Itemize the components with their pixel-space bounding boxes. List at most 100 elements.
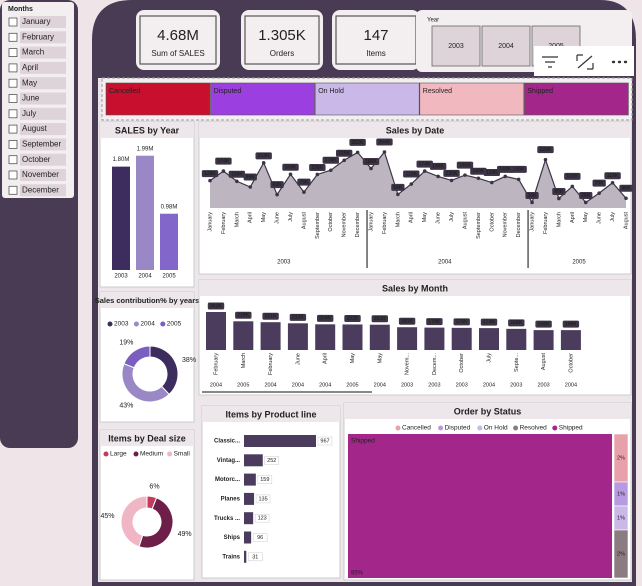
value-label-bg	[376, 138, 393, 146]
slicer-item-bg[interactable]	[20, 138, 66, 151]
slicer-checkbox[interactable]	[8, 32, 18, 42]
point	[543, 157, 548, 162]
value-label-bg	[480, 318, 498, 326]
bar	[136, 155, 154, 270]
value-label: 262K	[352, 140, 364, 146]
year-label: 2004	[292, 382, 304, 388]
point	[597, 191, 601, 195]
slicer-checkbox[interactable]	[8, 139, 18, 149]
slicer-item-bg[interactable]	[20, 169, 66, 181]
x-tick-label: May	[261, 212, 267, 223]
slicer-checkbox[interactable]	[8, 185, 18, 195]
slicer-item-bg[interactable]	[20, 153, 66, 166]
x-tick-label: April	[248, 212, 254, 223]
bar	[233, 321, 254, 350]
value-label: 1.80M	[113, 157, 130, 163]
slicer-item-bg[interactable]	[20, 31, 66, 44]
point	[382, 150, 387, 154]
slicer-item-bg[interactable]	[20, 107, 66, 120]
x-tick-label: May	[422, 212, 428, 223]
value-label-bg	[564, 172, 581, 180]
value-label: 45K	[554, 189, 564, 195]
point	[610, 180, 615, 185]
slicer-item-bg[interactable]	[20, 184, 66, 197]
cell-label: Shipped	[351, 438, 375, 445]
value-label: 26K	[581, 193, 591, 199]
point	[503, 174, 508, 179]
bar	[206, 312, 226, 350]
bar	[244, 473, 256, 486]
slicer-checkbox[interactable]	[8, 170, 18, 180]
x-tick-label: November	[503, 212, 509, 238]
value-label: 126K	[231, 172, 243, 178]
year-label: 2004	[210, 382, 222, 388]
slicer-item-bg[interactable]	[20, 123, 66, 136]
slicer-item-bg[interactable]	[20, 77, 66, 90]
legend-label: Medium	[140, 451, 163, 458]
value-label: 64K	[393, 185, 403, 191]
slicer-item-bg[interactable]	[20, 46, 66, 59]
year-slicer-title: Year	[427, 18, 439, 24]
slicer-item-bg[interactable]	[20, 16, 66, 28]
focus-icon[interactable]	[576, 54, 594, 70]
bar	[112, 166, 130, 270]
slicer-item: September	[22, 140, 61, 149]
value-label-bg	[349, 138, 366, 146]
value-label-bg	[592, 179, 606, 187]
point	[463, 173, 467, 177]
value-label-bg	[317, 436, 333, 446]
year-label: 2004	[483, 382, 495, 388]
value-label: 967	[320, 438, 329, 444]
slicer-checkbox[interactable]	[8, 17, 18, 27]
point	[355, 150, 360, 155]
slicer-item: April	[22, 63, 38, 72]
status-tile[interactable]	[105, 82, 211, 116]
x-tick-label: Decem...	[432, 353, 438, 375]
point	[288, 172, 293, 177]
slicer-checkbox[interactable]	[8, 124, 18, 134]
bar	[424, 327, 445, 350]
slicer-item: October	[22, 155, 51, 164]
slicer-checkbox[interactable]	[8, 109, 18, 119]
value-label-bg	[282, 163, 299, 171]
bar	[397, 327, 418, 350]
value-label-bg	[371, 315, 388, 323]
value-label-bg	[362, 158, 380, 166]
value-label: 99K	[246, 174, 256, 180]
status-tile[interactable]	[210, 82, 315, 116]
filter-icon[interactable]	[542, 56, 558, 68]
year-label: 2004	[264, 382, 276, 388]
x-tick-label: April	[409, 212, 415, 223]
status-tile[interactable]	[314, 82, 420, 116]
y-tick-label: Motorc...	[215, 477, 240, 483]
year-tile[interactable]	[481, 25, 531, 67]
slicer-item-bg[interactable]	[20, 92, 66, 105]
panel-title: Sales by Date	[386, 125, 445, 135]
panel-header	[100, 430, 194, 446]
status-tile[interactable]	[524, 82, 629, 116]
year-tile[interactable]	[431, 25, 481, 67]
status-label: Shipped	[527, 88, 553, 95]
legend-dot	[103, 451, 109, 457]
kpi-inner	[139, 15, 217, 65]
legend-label: 2005	[167, 321, 182, 328]
value-label-bg	[429, 162, 447, 170]
slicer-checkbox[interactable]	[8, 48, 18, 57]
slicer-checkbox[interactable]	[8, 63, 18, 73]
bar	[244, 550, 247, 563]
slicer-checkbox[interactable]	[8, 78, 18, 88]
slicer-item-bg[interactable]	[20, 61, 66, 74]
point	[516, 177, 521, 182]
kpi-value: 4.68M	[157, 27, 199, 44]
value-label: 221K	[265, 314, 277, 320]
value-label: 155K	[459, 162, 471, 168]
legend-dot	[133, 321, 139, 327]
point	[328, 168, 333, 173]
legend-label: Shipped	[559, 425, 583, 432]
slicer-checkbox[interactable]	[8, 94, 18, 103]
point	[449, 178, 454, 183]
value-label: 129K	[204, 171, 216, 177]
x-tick-label: January	[207, 212, 213, 232]
slicer-checkbox[interactable]	[8, 155, 18, 165]
status-tile[interactable]	[419, 82, 525, 116]
